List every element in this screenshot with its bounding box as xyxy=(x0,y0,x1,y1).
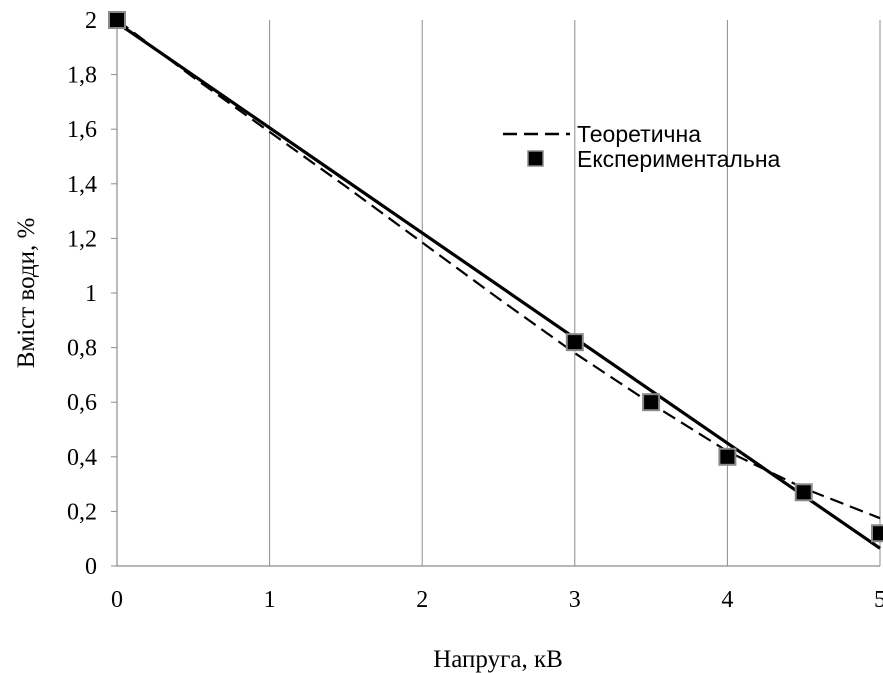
data-point xyxy=(718,447,737,466)
tick-labels: 0 1 2 3 4 5 0 0,2 0,4 0,6 0,8 1 1,2 1,4 1,6 1,8 2 xyxy=(67,8,883,613)
y-tick-label: 0 xyxy=(85,554,97,580)
y-tick-label: 0,8 xyxy=(67,336,97,362)
x-axis-title: Напруга, кВ xyxy=(433,646,563,673)
y-tick-label: 1,4 xyxy=(67,172,97,198)
y-tick-label: 1,6 xyxy=(67,117,97,143)
legend-swatch-marker xyxy=(527,150,544,167)
y-tick-label: 1,2 xyxy=(67,226,97,252)
y-tick-label: 0,6 xyxy=(67,390,97,416)
grid xyxy=(269,20,881,566)
x-tick-label: 3 xyxy=(569,587,581,613)
axes xyxy=(111,19,880,567)
x-tick-label: 2 xyxy=(416,587,428,613)
y-axis-title: Вміст води, % xyxy=(13,218,40,369)
y-tick-label: 1 xyxy=(85,281,97,307)
data-point xyxy=(108,11,126,29)
x-tick-label: 5 xyxy=(874,587,883,613)
y-tick-label: 0,4 xyxy=(67,445,97,471)
series-line-dashed xyxy=(116,19,881,520)
y-tick-label: 2 xyxy=(85,8,97,34)
legend-label-theoretical: Теоретична xyxy=(577,121,701,147)
data-point xyxy=(794,483,813,502)
y-tick-label: 0,2 xyxy=(67,499,97,525)
data-point xyxy=(871,524,883,543)
x-tick-label: 1 xyxy=(264,587,276,613)
legend: Теоретична Експериментальна xyxy=(503,121,781,172)
data-point xyxy=(565,333,584,352)
plot-area xyxy=(108,11,883,550)
trend-line xyxy=(116,21,881,550)
legend-label-experimental: Експериментальна xyxy=(577,146,781,172)
x-tick-label: 0 xyxy=(111,587,123,613)
x-tick-label: 4 xyxy=(721,587,733,613)
y-tick-label: 1,8 xyxy=(67,63,97,89)
data-point xyxy=(642,393,661,412)
